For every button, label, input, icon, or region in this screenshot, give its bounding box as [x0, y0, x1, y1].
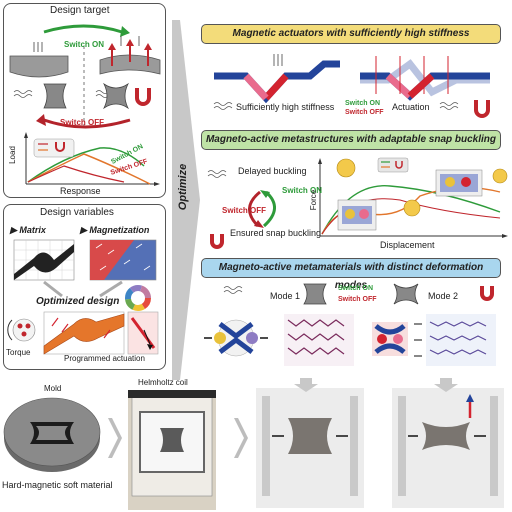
sec1-switch-off: Switch OFF [345, 109, 384, 116]
design-variables-title: Design variables [40, 207, 114, 218]
magnetization-label: ▶ Magnetization [80, 225, 150, 235]
design-variables-graphic [7, 239, 159, 355]
ensured-buckling-label: Ensured snap buckling [230, 228, 322, 238]
force-label: Force [309, 189, 319, 211]
optimized-design-label: Optimized design [36, 296, 120, 307]
hard-magnetic-label: Hard-magnetic soft material [2, 480, 113, 490]
displacement-label: Displacement [380, 240, 435, 250]
actuation-label: Actuation [392, 102, 430, 112]
sec1-switch-on: Switch ON [345, 100, 381, 107]
design-target-title: Design target [50, 5, 110, 16]
sec2-switch-on: Switch ON [282, 186, 323, 195]
matrix-text: Matrix [19, 225, 46, 235]
matrix-label: ▶ Matrix [10, 225, 46, 235]
switch-off-label: Switch OFF [60, 118, 104, 127]
chart-ylabel: Load [7, 146, 17, 164]
mode2-label: Mode 2 [428, 291, 459, 301]
chart-xlabel: Response [60, 186, 101, 196]
sec3-switch-off: Switch OFF [338, 296, 377, 303]
mold-label: Mold [44, 384, 62, 393]
section1-header: Magnetic actuators with sufficiently hig… [201, 24, 501, 44]
delayed-buckling-label: Delayed buckling [238, 166, 307, 176]
section2-header: Magneto-active metastructures with adapt… [201, 130, 501, 150]
section2-graphic [207, 157, 508, 249]
magnetization-text: Magnetization [89, 225, 150, 235]
sec3-switch-on: Switch ON [338, 285, 374, 292]
torque-label: Torque [6, 348, 31, 357]
programmed-actuation-label: Programmed actuation [64, 354, 145, 363]
section1-graphic [213, 54, 490, 118]
design-target-graphic [9, 24, 161, 186]
section3-graphic [204, 283, 496, 366]
optimize-arrow [172, 20, 200, 380]
high-stiffness-label: Sufficiently high stiffness [236, 102, 335, 112]
optimize-label: Optimize [177, 163, 190, 211]
bottom-row-graphic [3, 378, 504, 510]
switch-on-label: Switch ON [64, 40, 105, 49]
section3-header: Magneto-active metamaterials with distin… [201, 258, 501, 291]
helmholtz-label: Helmholtz coil [138, 378, 188, 387]
mode1-label: Mode 1 [270, 291, 301, 301]
sec2-switch-off: Switch OFF [222, 206, 266, 215]
